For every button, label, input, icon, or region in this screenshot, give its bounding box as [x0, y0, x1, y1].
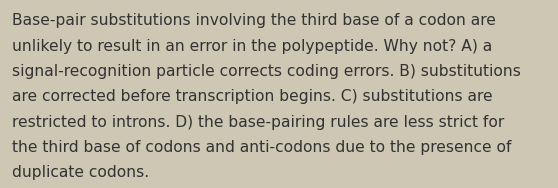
Text: unlikely to result in an error in the polypeptide. Why not? A) a: unlikely to result in an error in the po… [12, 39, 493, 54]
Text: the third base of codons and anti-codons due to the presence of: the third base of codons and anti-codons… [12, 140, 512, 155]
Text: signal-recognition particle corrects coding errors. B) substitutions: signal-recognition particle corrects cod… [12, 64, 521, 79]
Text: are corrected before transcription begins. C) substitutions are: are corrected before transcription begin… [12, 89, 493, 104]
Text: restricted to introns. D) the base-pairing rules are less strict for: restricted to introns. D) the base-pairi… [12, 115, 504, 130]
Text: Base-pair substitutions involving the third base of a codon are: Base-pair substitutions involving the th… [12, 13, 496, 28]
Text: duplicate codons.: duplicate codons. [12, 165, 150, 180]
